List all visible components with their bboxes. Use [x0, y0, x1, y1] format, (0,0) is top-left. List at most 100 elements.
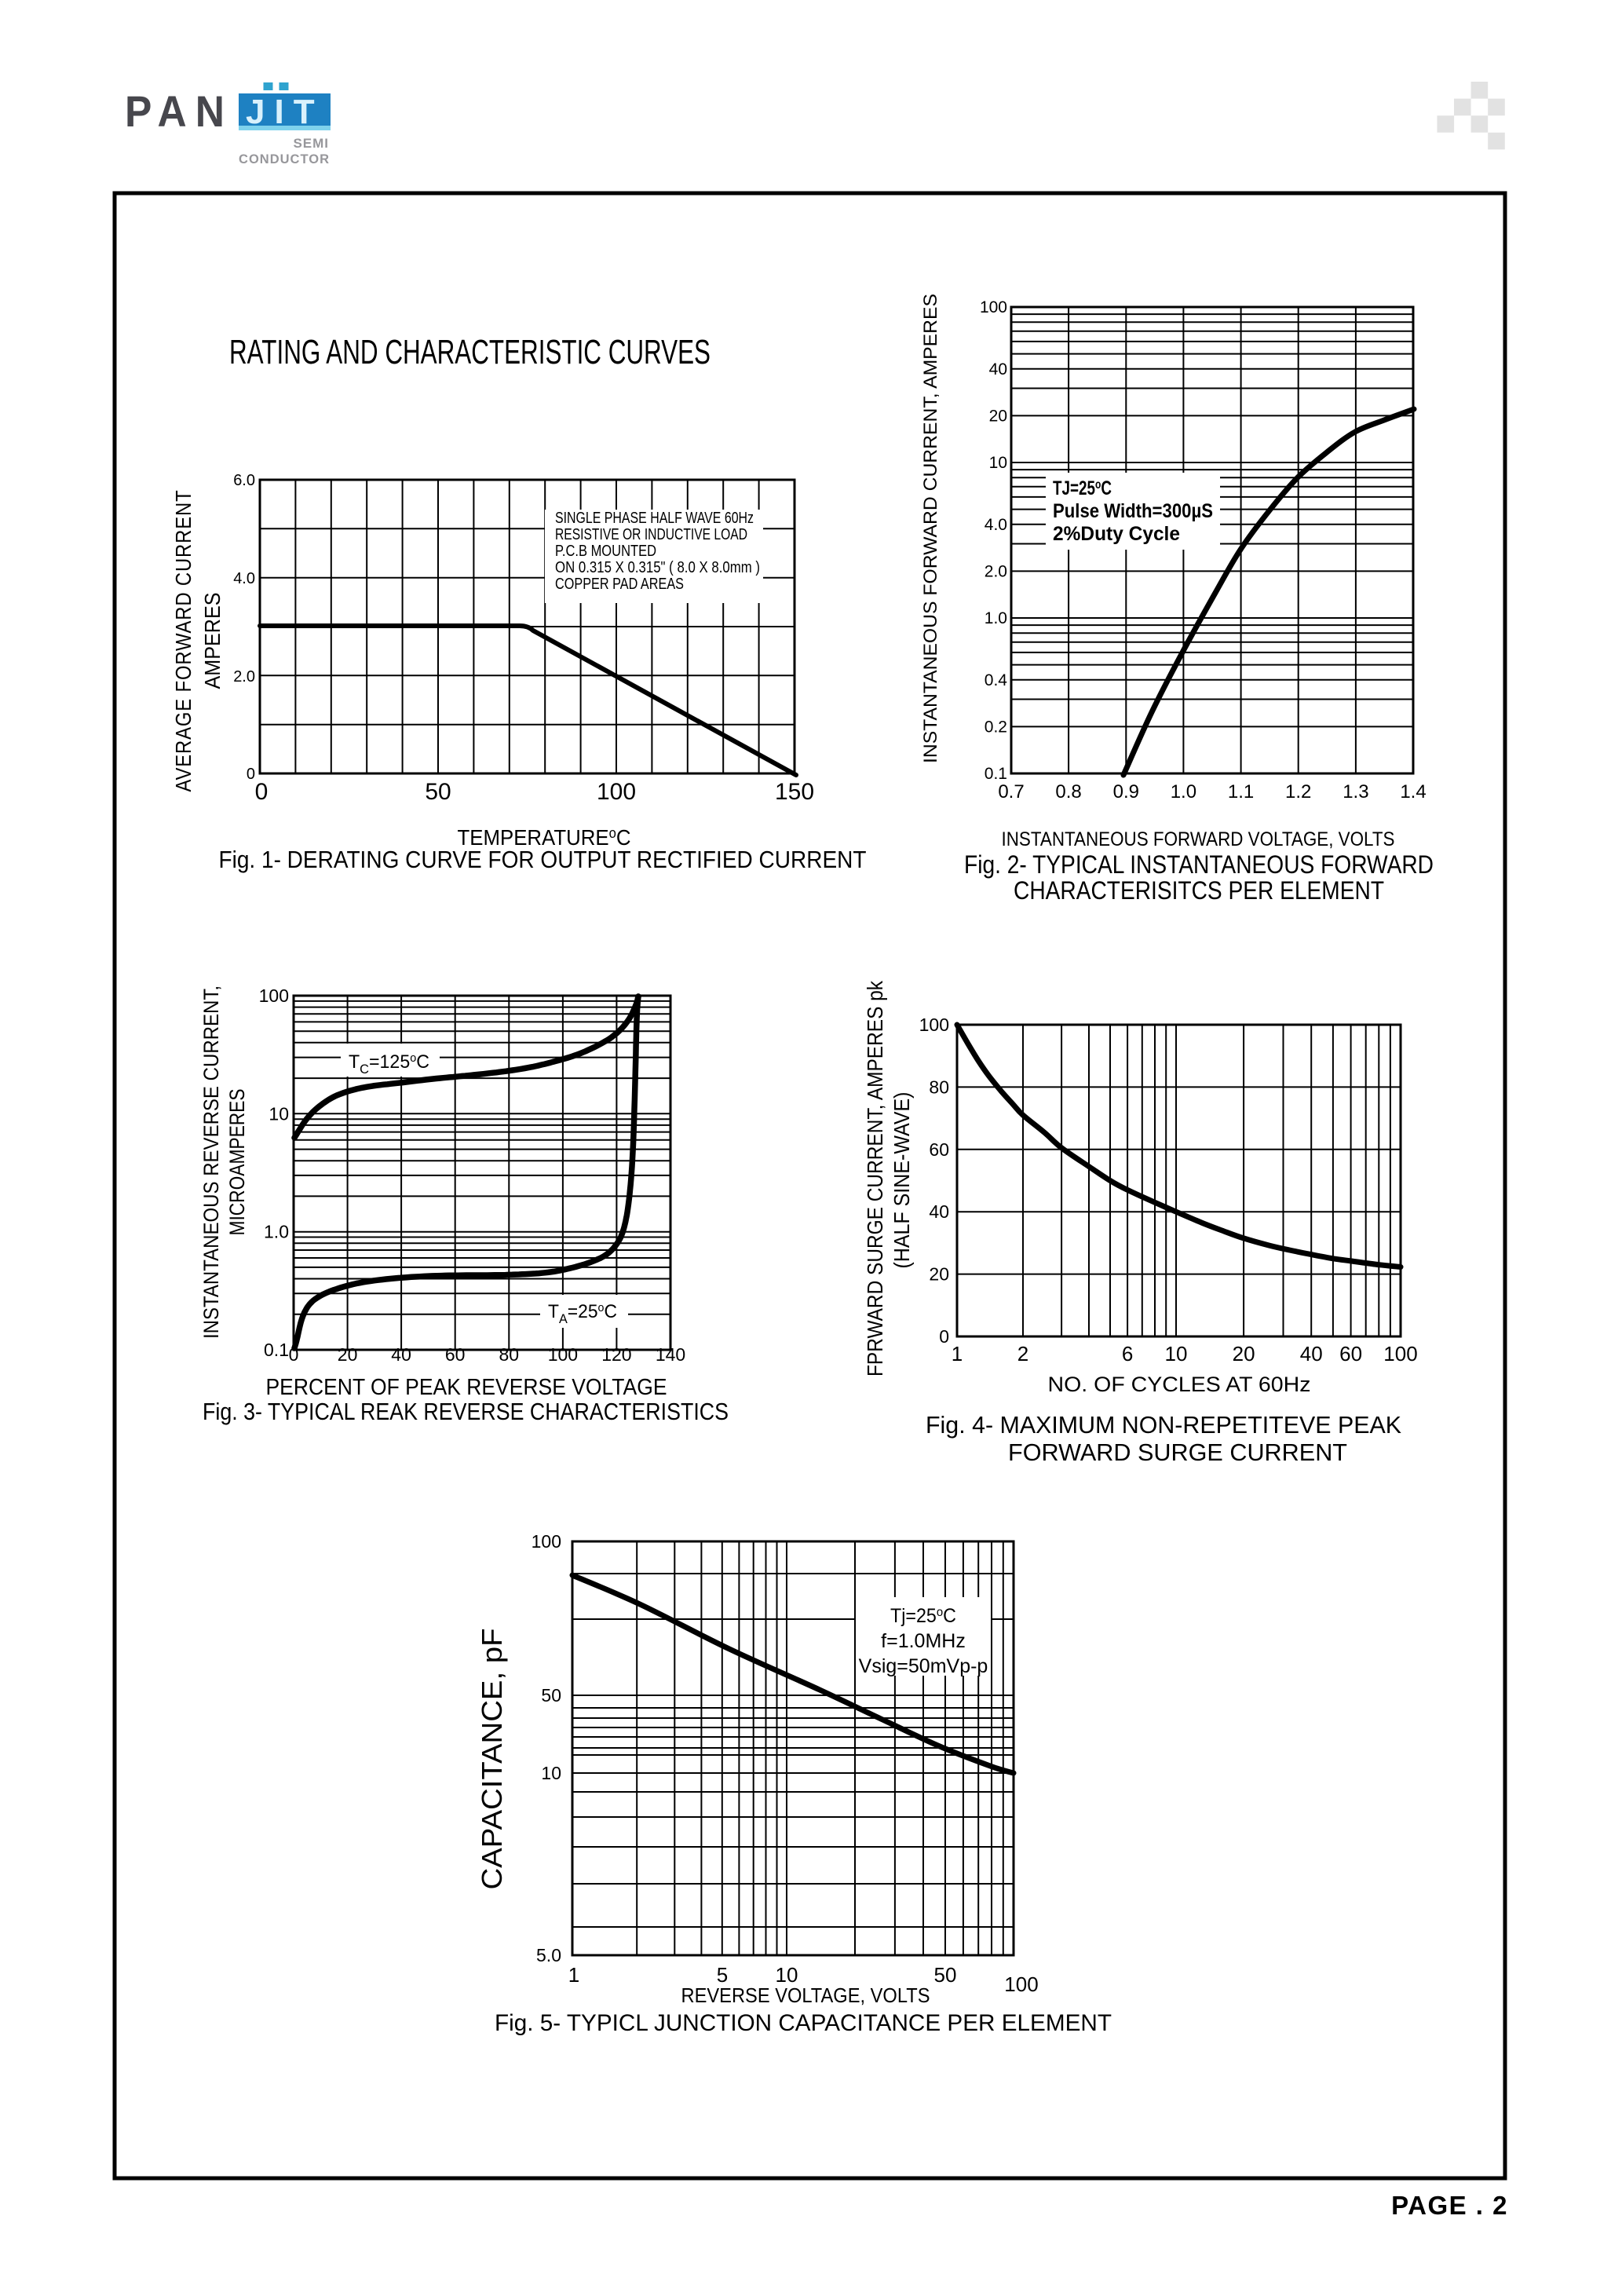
svg-text:100: 100: [919, 1015, 949, 1035]
svg-text:1.0: 1.0: [264, 1222, 289, 1242]
svg-text:PAN: PAN: [125, 86, 233, 136]
svg-text:Fig. 4- MAXIMUM NON-REPETITEVE: Fig. 4- MAXIMUM NON-REPETITEVE PEAK: [926, 1411, 1401, 1439]
svg-text:0: 0: [255, 779, 269, 805]
svg-text:50: 50: [934, 1963, 957, 1987]
svg-text:60: 60: [1339, 1342, 1362, 1366]
svg-text:100: 100: [1004, 1972, 1038, 1996]
svg-text:140: 140: [656, 1344, 685, 1365]
svg-text:100: 100: [980, 298, 1007, 316]
svg-text:CAPACITANCE, pF: CAPACITANCE, pF: [476, 1629, 508, 1890]
svg-text:2: 2: [1017, 1342, 1028, 1366]
svg-text:(HALF SINE-WAVE): (HALF SINE-WAVE): [890, 1092, 914, 1269]
svg-text:100: 100: [548, 1344, 578, 1365]
svg-text:1: 1: [568, 1963, 579, 1987]
svg-text:CHARACTERISITCS PER ELEMENT: CHARACTERISITCS PER ELEMENT: [1014, 876, 1384, 905]
svg-text:COPPER PAD AREAS: COPPER PAD AREAS: [555, 576, 684, 593]
svg-text:5.0: 5.0: [536, 1945, 561, 1965]
svg-text:20: 20: [929, 1264, 949, 1285]
svg-text:0.9: 0.9: [1113, 781, 1139, 803]
svg-text:1: 1: [952, 1342, 963, 1366]
svg-text:SINGLE PHASE HALF WAVE 60Hz: SINGLE PHASE HALF WAVE 60Hz: [555, 510, 754, 527]
svg-text:0: 0: [289, 1344, 299, 1365]
svg-text:100: 100: [1383, 1342, 1417, 1366]
svg-text:f=1.0MHz: f=1.0MHz: [881, 1630, 966, 1652]
svg-text:AMPERES: AMPERES: [200, 593, 225, 689]
svg-text:10: 10: [1165, 1342, 1188, 1366]
svg-text:5: 5: [717, 1963, 728, 1987]
svg-text:Fig. 2- TYPICAL INSTANTANEOUS: Fig. 2- TYPICAL INSTANTANEOUS FORWARD: [964, 850, 1434, 879]
svg-text:4.0: 4.0: [233, 570, 255, 587]
svg-text:MICROAMPERES: MICROAMPERES: [225, 1089, 249, 1236]
svg-text:6: 6: [1122, 1342, 1133, 1366]
svg-text:RESISTIVE OR INDUCTIVE LOAD: RESISTIVE OR INDUCTIVE LOAD: [555, 526, 747, 543]
svg-text:TA=25oC: TA=25oC: [548, 1301, 617, 1326]
svg-text:PAGE . 2: PAGE . 2: [1391, 2191, 1508, 2220]
svg-text:100: 100: [259, 985, 289, 1006]
svg-text:REVERSE VOLTAGE, VOLTS: REVERSE VOLTAGE, VOLTS: [681, 1983, 930, 2007]
svg-text:6.0: 6.0: [233, 472, 255, 489]
svg-text:60: 60: [929, 1139, 949, 1160]
svg-text:10: 10: [776, 1963, 798, 1987]
svg-text:20: 20: [1233, 1342, 1255, 1366]
svg-text:FPRWARD SURGE CURRENT, AMPERES: FPRWARD SURGE CURRENT, AMPERES pk: [863, 980, 887, 1377]
svg-text:1.2: 1.2: [1285, 781, 1311, 803]
svg-text:20: 20: [338, 1344, 358, 1365]
svg-text:0.8: 0.8: [1055, 781, 1081, 803]
svg-text:TJ=25oC: TJ=25oC: [1053, 477, 1112, 499]
svg-text:80: 80: [499, 1344, 520, 1365]
svg-text:0.2: 0.2: [985, 718, 1007, 736]
svg-text:Fig. 5- TYPICL JUNCTION CAPACI: Fig. 5- TYPICL JUNCTION CAPACITANCE PER …: [495, 2010, 1112, 2036]
svg-text:INSTANTANEOUS REVERSE CURRENT,: INSTANTANEOUS REVERSE CURRENT,: [199, 985, 223, 1339]
svg-text:2%Duty Cycle: 2%Duty Cycle: [1053, 523, 1180, 545]
svg-text:0.4: 0.4: [985, 671, 1008, 689]
svg-text:80: 80: [929, 1077, 949, 1097]
svg-text:TC=125oC: TC=125oC: [349, 1051, 429, 1077]
svg-text:40: 40: [929, 1201, 949, 1222]
svg-text:FORWARD SURGE CURRENT: FORWARD SURGE CURRENT: [1008, 1439, 1347, 1466]
svg-text:40: 40: [989, 360, 1007, 378]
svg-text:SEMI: SEMI: [293, 136, 329, 151]
svg-text:0: 0: [247, 766, 255, 783]
svg-text:10: 10: [989, 454, 1007, 472]
svg-text:P.C.B MOUNTED: P.C.B MOUNTED: [555, 543, 656, 560]
svg-text:Fig. 3- TYPICAL REAK REVERSE C: Fig. 3- TYPICAL REAK REVERSE CHARACTERIS…: [203, 1398, 729, 1425]
svg-text:0: 0: [939, 1326, 949, 1347]
svg-text:Tj=25oC: Tj=25oC: [890, 1605, 956, 1627]
svg-text:50: 50: [425, 779, 451, 805]
svg-text:NO. OF CYCLES AT 60Hz: NO. OF CYCLES AT 60Hz: [1048, 1373, 1311, 1396]
svg-text:120: 120: [601, 1344, 631, 1365]
svg-text:ON 0.315 X 0.315" ( 8.0 X 8.0m: ON 0.315 X 0.315" ( 8.0 X 8.0mm ): [555, 559, 760, 576]
svg-text:40: 40: [1300, 1342, 1323, 1366]
svg-text:JIT: JIT: [246, 93, 324, 131]
svg-text:Pulse Width=300µS: Pulse Width=300µS: [1053, 500, 1213, 522]
svg-text:0.1: 0.1: [985, 765, 1007, 783]
svg-text:PERCENT OF PEAK REVERSE VOLTAG: PERCENT OF PEAK REVERSE VOLTAGE: [266, 1375, 667, 1400]
svg-text:INSTANTANEOUS FORWARD VOLTAGE,: INSTANTANEOUS FORWARD VOLTAGE, VOLTS: [1002, 828, 1395, 850]
svg-text:1.0: 1.0: [1171, 781, 1196, 803]
svg-text:2.0: 2.0: [985, 562, 1007, 580]
svg-text:Vsig=50mVp-p: Vsig=50mVp-p: [859, 1655, 988, 1677]
svg-text:100: 100: [532, 1531, 561, 1552]
svg-text:10: 10: [269, 1103, 289, 1124]
svg-text:AVERAGE FORWARD CURRENT: AVERAGE FORWARD CURRENT: [171, 490, 195, 792]
svg-text:100: 100: [597, 779, 636, 805]
svg-text:TEMPERATUREoC: TEMPERATUREoC: [458, 825, 631, 850]
svg-text:1.0: 1.0: [985, 609, 1007, 627]
svg-text:50: 50: [541, 1685, 561, 1706]
svg-text:0.1: 0.1: [264, 1340, 289, 1360]
svg-text:RATING AND CHARACTERISTIC CURV: RATING AND CHARACTERISTIC CURVES: [229, 333, 711, 371]
svg-text:4.0: 4.0: [985, 516, 1007, 534]
svg-text:1.1: 1.1: [1228, 781, 1254, 803]
svg-text:40: 40: [391, 1344, 411, 1365]
svg-text:20: 20: [989, 407, 1007, 425]
svg-text:Fig. 1- DERATING CURVE FOR OUT: Fig. 1- DERATING CURVE FOR OUTPUT RECTIF…: [219, 846, 867, 873]
svg-text:INSTANTANEOUS FORWARD CURRENT,: INSTANTANEOUS FORWARD CURRENT, AMPERES: [920, 294, 941, 763]
svg-text:0.7: 0.7: [998, 781, 1024, 803]
svg-text:1.3: 1.3: [1343, 781, 1368, 803]
svg-text:150: 150: [775, 779, 814, 805]
svg-text:10: 10: [541, 1763, 561, 1783]
svg-text:2.0: 2.0: [233, 668, 255, 686]
svg-text:1.4: 1.4: [1400, 781, 1426, 803]
svg-text:60: 60: [445, 1344, 466, 1365]
svg-text:CONDUCTOR: CONDUCTOR: [239, 152, 330, 166]
